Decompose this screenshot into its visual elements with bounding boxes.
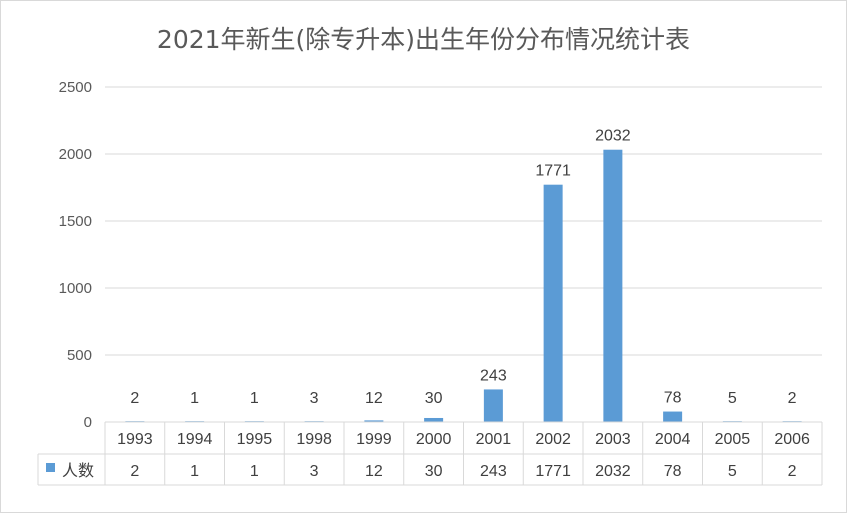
table-cell: 12	[365, 463, 383, 480]
bar	[543, 184, 563, 422]
table-cell: 3	[310, 463, 319, 480]
y-tick-label: 0	[84, 414, 92, 431]
table-cell: 2	[788, 463, 797, 480]
x-category-label: 2006	[774, 431, 810, 448]
table-cell: 1	[190, 463, 199, 480]
bar	[424, 417, 444, 422]
y-tick-label: 1500	[59, 213, 92, 230]
x-category-label: 1995	[237, 431, 273, 448]
data-label: 2	[130, 390, 139, 407]
y-tick-label: 2000	[59, 146, 92, 163]
chart-title: 2021年新生(除专升本)出生年份分布情况统计表	[156, 25, 691, 54]
bar	[364, 420, 384, 422]
y-tick-label: 500	[67, 347, 92, 364]
gridlines	[105, 86, 822, 356]
x-category-label: 2000	[416, 431, 452, 448]
table-cell: 78	[664, 463, 682, 480]
data-labels: 2 1 1 3 12 30 243 1771 2032 78 5 2	[130, 128, 796, 407]
x-category-label: 2005	[715, 431, 751, 448]
data-label: 1	[250, 390, 259, 407]
data-label: 3	[310, 390, 319, 407]
bar	[663, 411, 683, 422]
x-category-label: 2001	[476, 431, 512, 448]
data-label: 30	[425, 390, 443, 407]
data-label: 1771	[535, 163, 571, 180]
table-cell: 1	[250, 463, 259, 480]
data-label: 5	[728, 390, 737, 407]
legend-label: 人数	[62, 461, 94, 480]
legend-swatch	[46, 463, 55, 472]
table-cell: 5	[728, 463, 737, 480]
data-label: 1	[190, 390, 199, 407]
bars	[125, 149, 802, 422]
data-label: 2032	[595, 128, 631, 145]
table-cell: 243	[480, 463, 507, 480]
table-cell: 30	[425, 463, 443, 480]
x-category-label: 1999	[356, 431, 392, 448]
table-cell: 1771	[535, 463, 571, 480]
y-tick-label: 2500	[59, 79, 92, 96]
data-table: 1993 2 1994 1 1995 1 1998 3 1999 12 2000 30 2001 243 2…	[37, 421, 823, 486]
bar	[483, 389, 503, 422]
data-label: 12	[365, 390, 383, 407]
x-category-label: 2003	[595, 431, 631, 448]
x-category-label: 1994	[177, 431, 213, 448]
data-label: 78	[664, 390, 682, 407]
x-category-label: 1998	[296, 431, 332, 448]
y-axis-ticks: 0 500 1000 1500 2000 2500	[59, 79, 92, 431]
bar	[603, 149, 623, 422]
data-label: 243	[480, 367, 507, 384]
y-tick-label: 1000	[59, 280, 92, 297]
data-label: 2	[788, 390, 797, 407]
table-cell: 2032	[595, 463, 631, 480]
x-category-label: 1993	[117, 431, 153, 448]
table-cell: 2	[130, 463, 139, 480]
x-category-label: 2002	[535, 431, 571, 448]
x-category-label: 2004	[655, 431, 691, 448]
